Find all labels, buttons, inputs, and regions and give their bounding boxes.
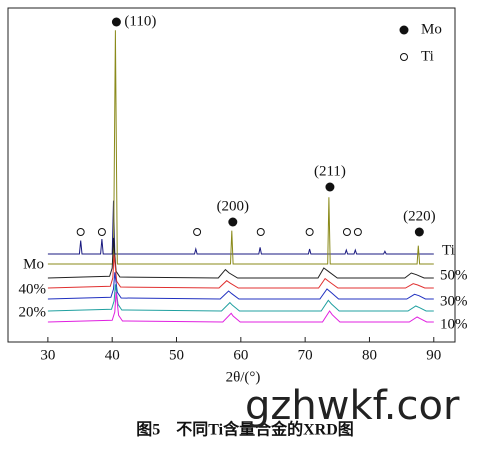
- x-tick-label: 30: [40, 347, 55, 363]
- x-tick-label: 70: [298, 347, 313, 363]
- peak-label: (211): [314, 163, 346, 179]
- peak-label: (200): [217, 198, 250, 214]
- caption: 图5 不同Ti含量合金的XRD图: [136, 420, 354, 439]
- series-label: 40%: [19, 281, 47, 297]
- mo-marker: [325, 182, 335, 192]
- x-tick-label: 90: [426, 347, 441, 363]
- ti-marker: [342, 228, 351, 236]
- series-label: 30%: [440, 293, 468, 309]
- xrd-pattern: [47, 200, 434, 255]
- mo-marker: [414, 227, 424, 237]
- mo-marker: [111, 17, 121, 27]
- series-label: 20%: [19, 304, 47, 320]
- mo-marker: [228, 217, 238, 227]
- legend-label: Mo: [421, 21, 442, 37]
- legend-label: Ti: [421, 48, 434, 64]
- xrd-pattern: [47, 272, 434, 300]
- x-tick-label: 80: [362, 347, 377, 363]
- peak-label: (110): [124, 13, 156, 29]
- xrd-pattern: [47, 237, 434, 279]
- ti-marker: [256, 228, 265, 236]
- peak-label: (220): [403, 208, 436, 224]
- ti-marker: [97, 228, 106, 236]
- ti-marker: [76, 228, 85, 236]
- x-axis-label: 2θ/(°): [226, 369, 261, 385]
- x-tick-label: 50: [169, 347, 184, 363]
- legend-marker: [400, 53, 408, 61]
- series-label: 50%: [440, 267, 468, 283]
- xrd-pattern: [47, 30, 434, 265]
- xrd-pattern: [47, 254, 434, 289]
- ti-marker: [305, 228, 314, 236]
- watermark: gzhwkf.cor: [245, 383, 460, 429]
- ti-marker: [193, 228, 202, 236]
- xrd-pattern: [47, 291, 434, 323]
- plot-frame: [7, 7, 456, 343]
- ti-marker: [353, 228, 362, 236]
- xrd-pattern: [47, 284, 434, 312]
- series-label: Mo: [23, 256, 44, 272]
- series-label: Ti: [442, 242, 455, 258]
- series-label: 10%: [440, 316, 468, 332]
- x-tick-label: 60: [233, 347, 248, 363]
- legend-marker: [399, 25, 409, 35]
- x-tick-label: 40: [105, 347, 120, 363]
